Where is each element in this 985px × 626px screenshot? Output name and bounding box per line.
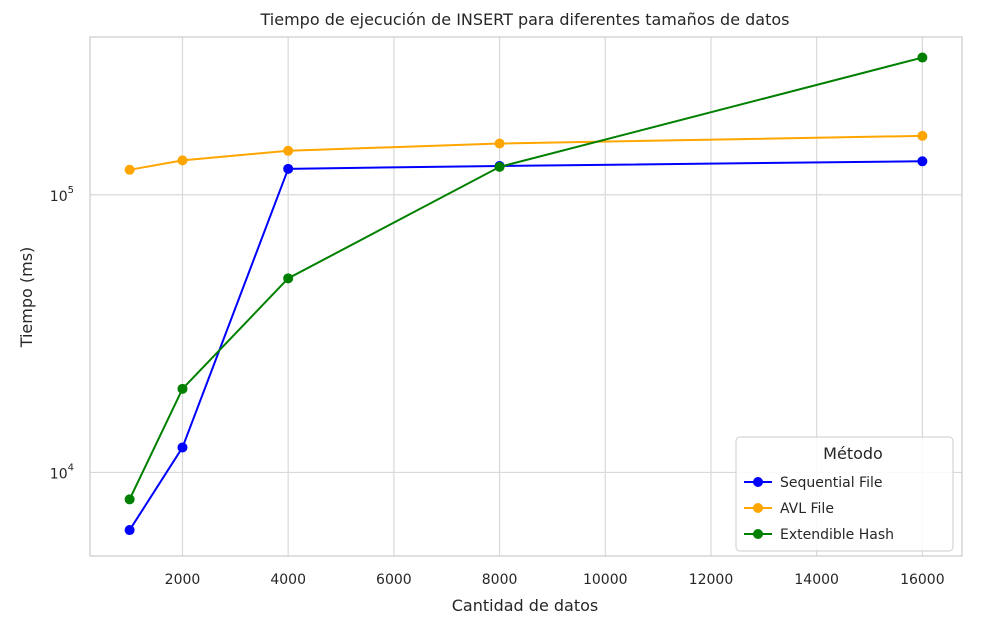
legend-item-extendible-hash: Extendible Hash [744, 527, 894, 543]
legend-box [735, 436, 954, 552]
data-point-avl-file [283, 145, 294, 156]
data-point-sequential-file [283, 163, 294, 174]
series-layer [124, 52, 928, 536]
data-point-avl-file [124, 164, 135, 175]
legend-label: Sequential File [780, 475, 882, 491]
x-tick-label: 16000 [900, 572, 945, 588]
legend-label: Extendible Hash [780, 527, 894, 543]
data-point-extendible-hash [283, 273, 294, 284]
data-point-extendible-hash [124, 494, 135, 505]
x-tick-label: 2000 [165, 572, 201, 588]
y-tick-labels: 104 105 [50, 185, 74, 483]
data-point-sequential-file [177, 442, 188, 453]
x-tick-label: 10000 [583, 572, 628, 588]
legend-items: Sequential File AVL File Extendible Hash [744, 475, 894, 543]
x-tick-label: 6000 [376, 572, 412, 588]
legend-marker [753, 477, 763, 487]
legend-marker [753, 503, 763, 513]
legend-title: Método [823, 444, 883, 463]
x-tick-label: 14000 [794, 572, 839, 588]
x-tick-label: 8000 [482, 572, 518, 588]
chart-title: Tiempo de ejecución de INSERT para difer… [260, 10, 790, 29]
x-tick-label: 4000 [270, 572, 306, 588]
x-tick-labels: 2000 4000 6000 8000 10000 12000 14000 16000 [165, 572, 945, 588]
y-axis-label: Tiempo (ms) [17, 247, 36, 349]
data-point-sequential-file [124, 525, 135, 536]
y-tick-label: 104 [50, 462, 74, 482]
x-tick-label: 12000 [689, 572, 734, 588]
series-avl-file [124, 130, 928, 175]
series-extendible-hash [124, 52, 928, 505]
x-axis-label: Cantidad de datos [452, 596, 598, 615]
data-point-avl-file [917, 130, 928, 141]
data-point-extendible-hash [917, 52, 928, 63]
legend-item-sequential-file: Sequential File [744, 475, 882, 491]
legend-marker [753, 529, 763, 539]
y-tick-label: 105 [50, 185, 74, 205]
data-point-avl-file [177, 155, 188, 166]
legend: Método Sequential File AVL File Extendible… [735, 436, 954, 552]
legend-item-avl-file: AVL File [744, 501, 834, 517]
legend-label: AVL File [780, 501, 834, 517]
data-point-avl-file [494, 138, 505, 149]
data-point-extendible-hash [494, 161, 505, 172]
plot-frame [89, 36, 963, 557]
data-point-extendible-hash [177, 383, 188, 394]
data-point-sequential-file [917, 156, 928, 167]
